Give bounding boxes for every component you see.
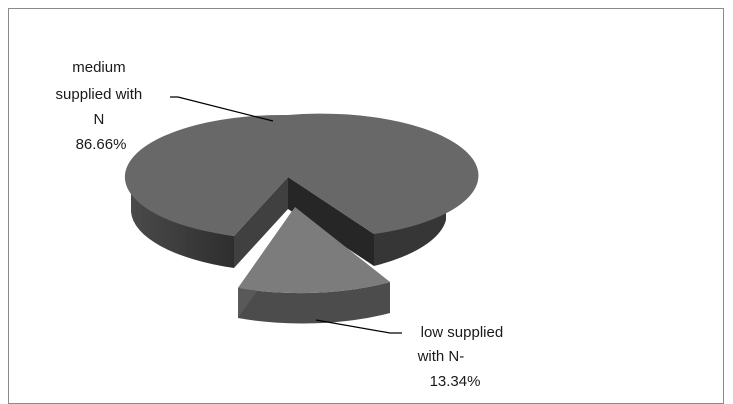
slice-low-front-wall: [238, 282, 390, 324]
slice-low-top: [238, 207, 390, 294]
label-low-line-3: 13.34%: [430, 373, 481, 389]
label-medium-line-3: N: [93, 111, 104, 128]
pie-chart: medium supplied with N 86.66% low suppli…: [56, 59, 508, 389]
slice-medium-top: [124, 113, 479, 236]
label-low-supplied: low supplied with N- 13.34%: [417, 324, 508, 389]
label-medium-line-4: 86.66%: [76, 136, 127, 153]
label-medium-line-1: medium: [72, 59, 125, 76]
label-medium-supplied: medium supplied with N 86.66%: [56, 59, 147, 153]
label-medium-line-2: supplied with: [56, 86, 143, 103]
slice-medium-cut-wall-left: [234, 177, 288, 268]
pie-slice-low-supplied: [238, 207, 390, 324]
leader-line-low: [315, 319, 402, 334]
pie-slice-medium-supplied: [124, 113, 479, 268]
slice-medium-outer-wall: [131, 184, 234, 268]
slice-medium-cut-wall: [288, 177, 374, 266]
slice-medium-right-wall: [374, 188, 446, 266]
label-low-line-1: low supplied: [421, 324, 504, 341]
label-low-line-2: with N-: [417, 348, 465, 365]
leader-line-medium: [170, 96, 274, 122]
